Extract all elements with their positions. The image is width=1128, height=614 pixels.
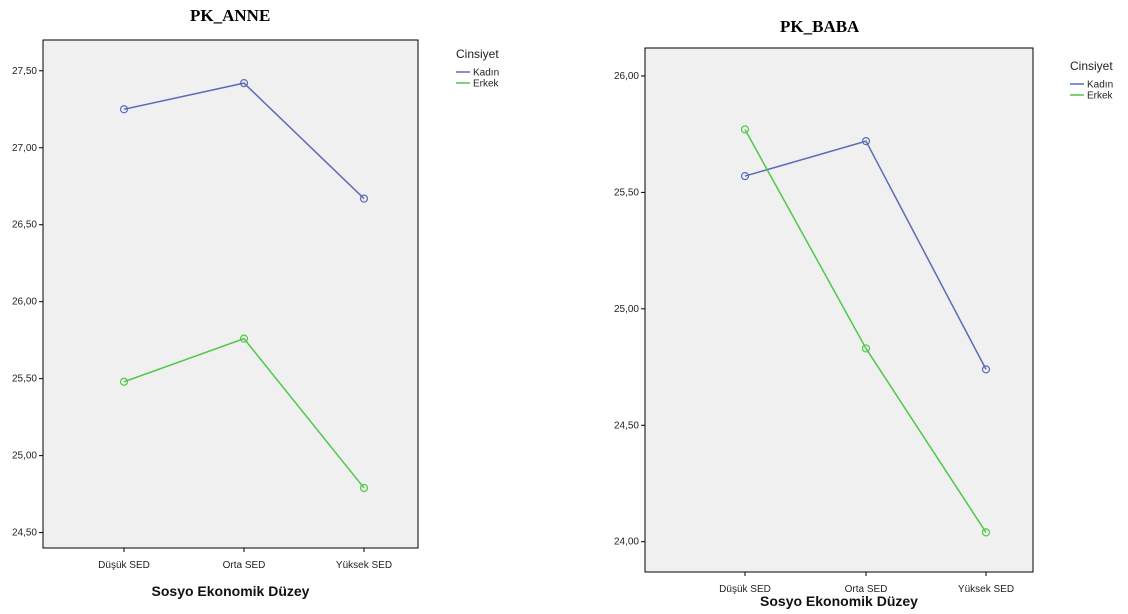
- x-tick-label: Orta SED: [223, 560, 266, 571]
- y-tick-label: 25,50: [614, 187, 639, 198]
- y-tick-label: 27,50: [12, 66, 37, 77]
- data-point: [239, 79, 249, 88]
- data-point: [359, 194, 369, 203]
- y-tick-label: 26,00: [614, 71, 639, 82]
- y-tick-label: 24,50: [12, 528, 37, 539]
- data-point: [981, 528, 991, 537]
- legend-title: Cinsiyet: [1070, 59, 1113, 73]
- x-tick-label: Düşük SED: [98, 560, 150, 571]
- y-tick-label: 25,00: [12, 451, 37, 462]
- y-tick-label: 25,00: [614, 304, 639, 315]
- y-tick-label: 25,50: [12, 374, 37, 385]
- y-tick-label: 24,50: [614, 420, 639, 431]
- y-tick-label: 26,00: [12, 297, 37, 308]
- data-point: [119, 105, 129, 114]
- x-tick-label: Yüksek SED: [958, 584, 1014, 595]
- x-axis-title: Sosyo Ekonomik Düzey: [152, 583, 310, 599]
- data-point: [740, 125, 750, 134]
- y-tick-label: 24,00: [614, 537, 639, 548]
- y-tick-label: 27,00: [12, 143, 37, 154]
- legend-label: Erkek: [1087, 91, 1114, 102]
- data-point: [861, 137, 871, 146]
- series-line-1: [123, 82, 365, 200]
- data-point: [981, 365, 991, 374]
- chart-title: PK_BABA: [780, 17, 860, 36]
- y-tick-label: 26,50: [12, 220, 37, 231]
- line-chart-pk-baba: 24,00 24,50 25,00 25,50 26,00 Düşük SED Orta S…: [614, 47, 1114, 609]
- legend-title: Cinsiyet: [456, 47, 499, 61]
- x-axis-title: Sosyo Ekonomik Düzey: [760, 593, 918, 609]
- series-line-1: [744, 140, 987, 370]
- x-tick-label: Yüksek SED: [336, 560, 392, 571]
- x-tick-label: Orta SED: [845, 584, 888, 595]
- plot-area: [644, 47, 1034, 573]
- data-point: [119, 377, 129, 386]
- series-line-2: [123, 337, 365, 489]
- chart-panel-pk-baba: PK_BABA 24,00 24,50 25,00 25,50 26,00 Düşük S…: [590, 0, 1128, 614]
- data-point: [740, 171, 750, 181]
- data-point: [861, 344, 871, 353]
- legend-label: Erkek: [473, 79, 500, 90]
- chart-panel-pk-anne: PK_ANNE 24,50 25,00 25,50 26,00 26,50 27,00 27…: [0, 0, 540, 614]
- plot-area: [42, 39, 419, 549]
- x-tick-label: Düşük SED: [719, 584, 771, 595]
- legend-label: Kadın: [473, 68, 499, 79]
- data-point: [239, 334, 249, 343]
- legend-label: Kadın: [1087, 80, 1113, 91]
- data-point: [359, 483, 369, 493]
- chart-title: PK_ANNE: [190, 6, 271, 25]
- series-line-2: [744, 129, 987, 533]
- line-chart-pk-anne: 24,50 25,00 25,50 26,00 26,50 27,00 27,50 Düşük…: [12, 39, 500, 599]
